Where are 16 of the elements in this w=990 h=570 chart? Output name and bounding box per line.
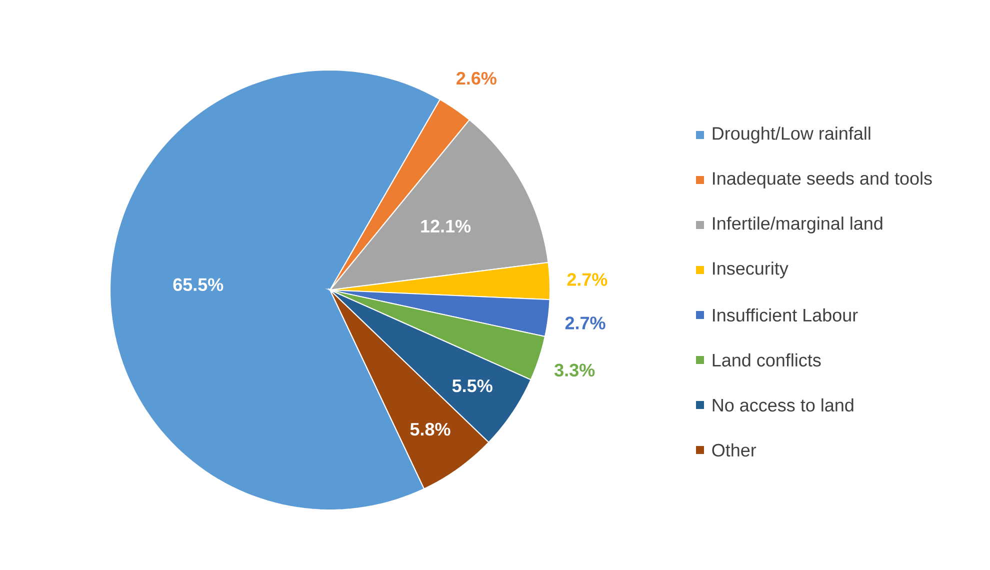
- data-label: 5.8%: [410, 422, 450, 436]
- data-label: 2.7%: [565, 316, 606, 330]
- data-label: 2.7%: [567, 273, 608, 286]
- data-label: 12.1%: [421, 220, 471, 233]
- legend-label: Drought/Low rainfall: [712, 126, 870, 144]
- legend-label: Other: [712, 443, 756, 457]
- data-label: 2.6%: [456, 72, 496, 85]
- legend-label: Insecurity: [713, 262, 788, 278]
- data-label: 3.3%: [554, 364, 595, 377]
- legend-label: No access to land: [712, 398, 854, 412]
- legend-label: Inadequate seeds and tools: [713, 172, 932, 188]
- legend-label: Insufficient Labour: [713, 308, 858, 322]
- legend-label: Infertile/marginal land: [713, 216, 882, 234]
- legend-label: Land conflicts: [712, 353, 821, 367]
- data-label: 65.5%: [173, 278, 224, 291]
- data-label: 5.5%: [452, 379, 492, 392]
